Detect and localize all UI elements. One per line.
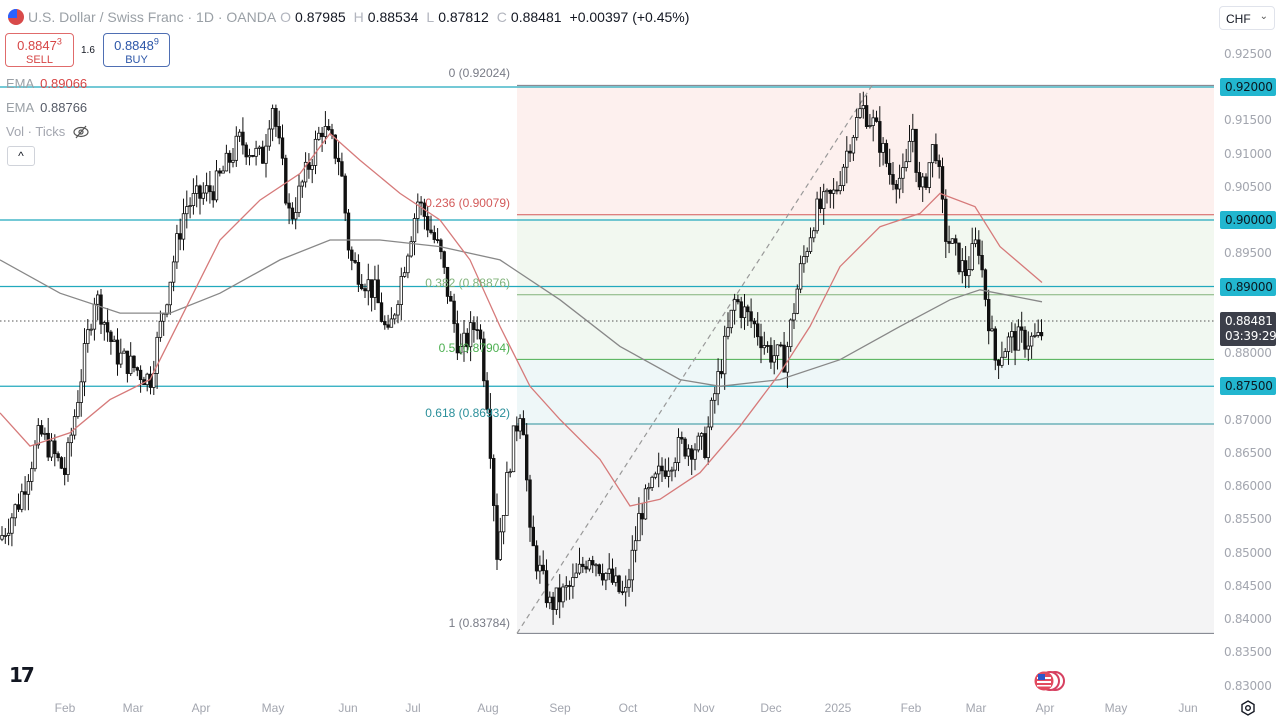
currency-value: CHF [1226,12,1251,26]
volume-legend[interactable]: Vol · Ticks [6,124,89,139]
last-price-badge: 0.88481 03:39:29 [1220,312,1277,346]
price-tick: 0.83000 [1224,678,1272,693]
time-tick: Apr [191,701,211,715]
sell-price: 0.88473 [17,37,62,54]
buy-label: BUY [125,54,148,67]
price-tick: 0.88000 [1224,346,1272,360]
fib-level-label: 0.618 (0.86932) [425,406,510,420]
time-tick: Feb [900,701,922,715]
price-tick: 0.85500 [1224,512,1272,527]
chevron-down-icon: ⌄ [1259,11,1268,22]
time-tick: Jun [338,701,358,715]
low-value: 0.87812 [438,9,489,25]
price-tick: 0.87000 [1224,412,1272,427]
currency-select[interactable]: CHF ⌄ [1219,6,1275,30]
close-value: 0.88481 [510,9,562,25]
price-tick: 0.90500 [1224,179,1272,194]
price-tick: 0.83500 [1224,645,1272,660]
symbol-header: U.S. Dollar / Swiss Franc · 1D · OANDA O… [8,9,689,25]
fib-level-label: 0.5 (0.87904) [438,341,510,355]
time-tick: Nov [693,701,715,715]
eye-off-icon[interactable] [73,125,89,139]
price-tick: 0.85000 [1224,545,1272,560]
price-axis[interactable]: 0.92500 0.91500 0.91000 0.90500 0.89500 0.880… [1214,0,1281,721]
open-label: O [280,9,292,25]
symbol-title[interactable]: U.S. Dollar / Swiss Franc · 1D · OANDA [28,9,277,25]
sell-button[interactable]: 0.88473 SELL [5,33,74,67]
time-tick: 2025 [824,701,852,715]
ema-slow-value: 0.88766 [40,100,88,115]
time-tick: Apr [1035,701,1055,715]
price-tick: 0.84000 [1224,612,1272,626]
high-label: H [353,9,364,25]
close-label: C [496,9,507,25]
time-tick: Mar [965,701,987,715]
us-flag-icon [8,9,24,25]
bar-countdown: 03:39:29 [1225,329,1277,343]
time-tick: May [261,701,285,715]
buy-button[interactable]: 0.88489 BUY [103,33,170,67]
low-label: L [426,9,435,25]
price-tick: 0.89500 [1224,246,1272,261]
high-value: 0.88534 [367,9,419,25]
sell-label: SELL [26,54,53,67]
time-tick: Feb [54,701,76,715]
fib-level-label: 0.236 (0.90079) [425,196,510,210]
fib-level-label: 0.382 (0.88876) [425,276,510,290]
price-line-badge[interactable]: 0.87500 [1220,377,1276,396]
price-line-badge[interactable]: 0.92000 [1220,78,1276,96]
ema-fast-name: EMA [6,76,35,91]
time-tick: Sep [549,701,571,715]
spread-value: 1.6 [81,45,95,56]
price-line-badge[interactable]: 0.89000 [1220,277,1276,296]
ema-slow-legend[interactable]: EMA 0.88766 [6,100,87,115]
price-tick: 0.91000 [1224,146,1272,161]
change-value: +0.00397 (+0.45%) [569,9,690,25]
ema-fast-value: 0.89066 [40,76,88,91]
tradingview-logo[interactable]: 17 [9,663,35,687]
fib-level-label: 0 (0.92024) [448,66,510,80]
time-tick: Oct [618,701,638,715]
time-tick: Aug [477,701,499,715]
price-tick: 0.92500 [1224,46,1272,61]
ema-slow-name: EMA [6,100,35,115]
volume-name: Vol · Ticks [6,124,66,139]
economic-events-icon[interactable] [1031,670,1067,692]
price-tick: 0.84500 [1224,578,1272,593]
price-line-badge[interactable]: 0.90000 [1220,211,1276,229]
candles [0,91,1044,625]
price-tick: 0.86500 [1224,445,1272,460]
time-tick: Jun [1178,701,1198,715]
price-chart-canvas[interactable] [0,0,1214,721]
fib-level-label: 1 (0.83784) [448,616,510,630]
price-tick: 0.91500 [1224,113,1272,128]
time-tick: Jul [405,701,421,715]
time-tick: May [1104,701,1128,715]
open-value: 0.87985 [295,9,346,25]
ema-fast-legend[interactable]: EMA 0.89066 [6,76,87,91]
settings-icon[interactable] [1240,700,1256,716]
price-tick: 0.86000 [1224,479,1272,493]
last-price: 0.88481 [1225,314,1273,328]
time-tick: Mar [122,701,144,715]
time-tick: Dec [760,701,782,715]
collapse-legend-button[interactable]: ^ [7,146,35,166]
buy-price: 0.88489 [114,37,159,54]
